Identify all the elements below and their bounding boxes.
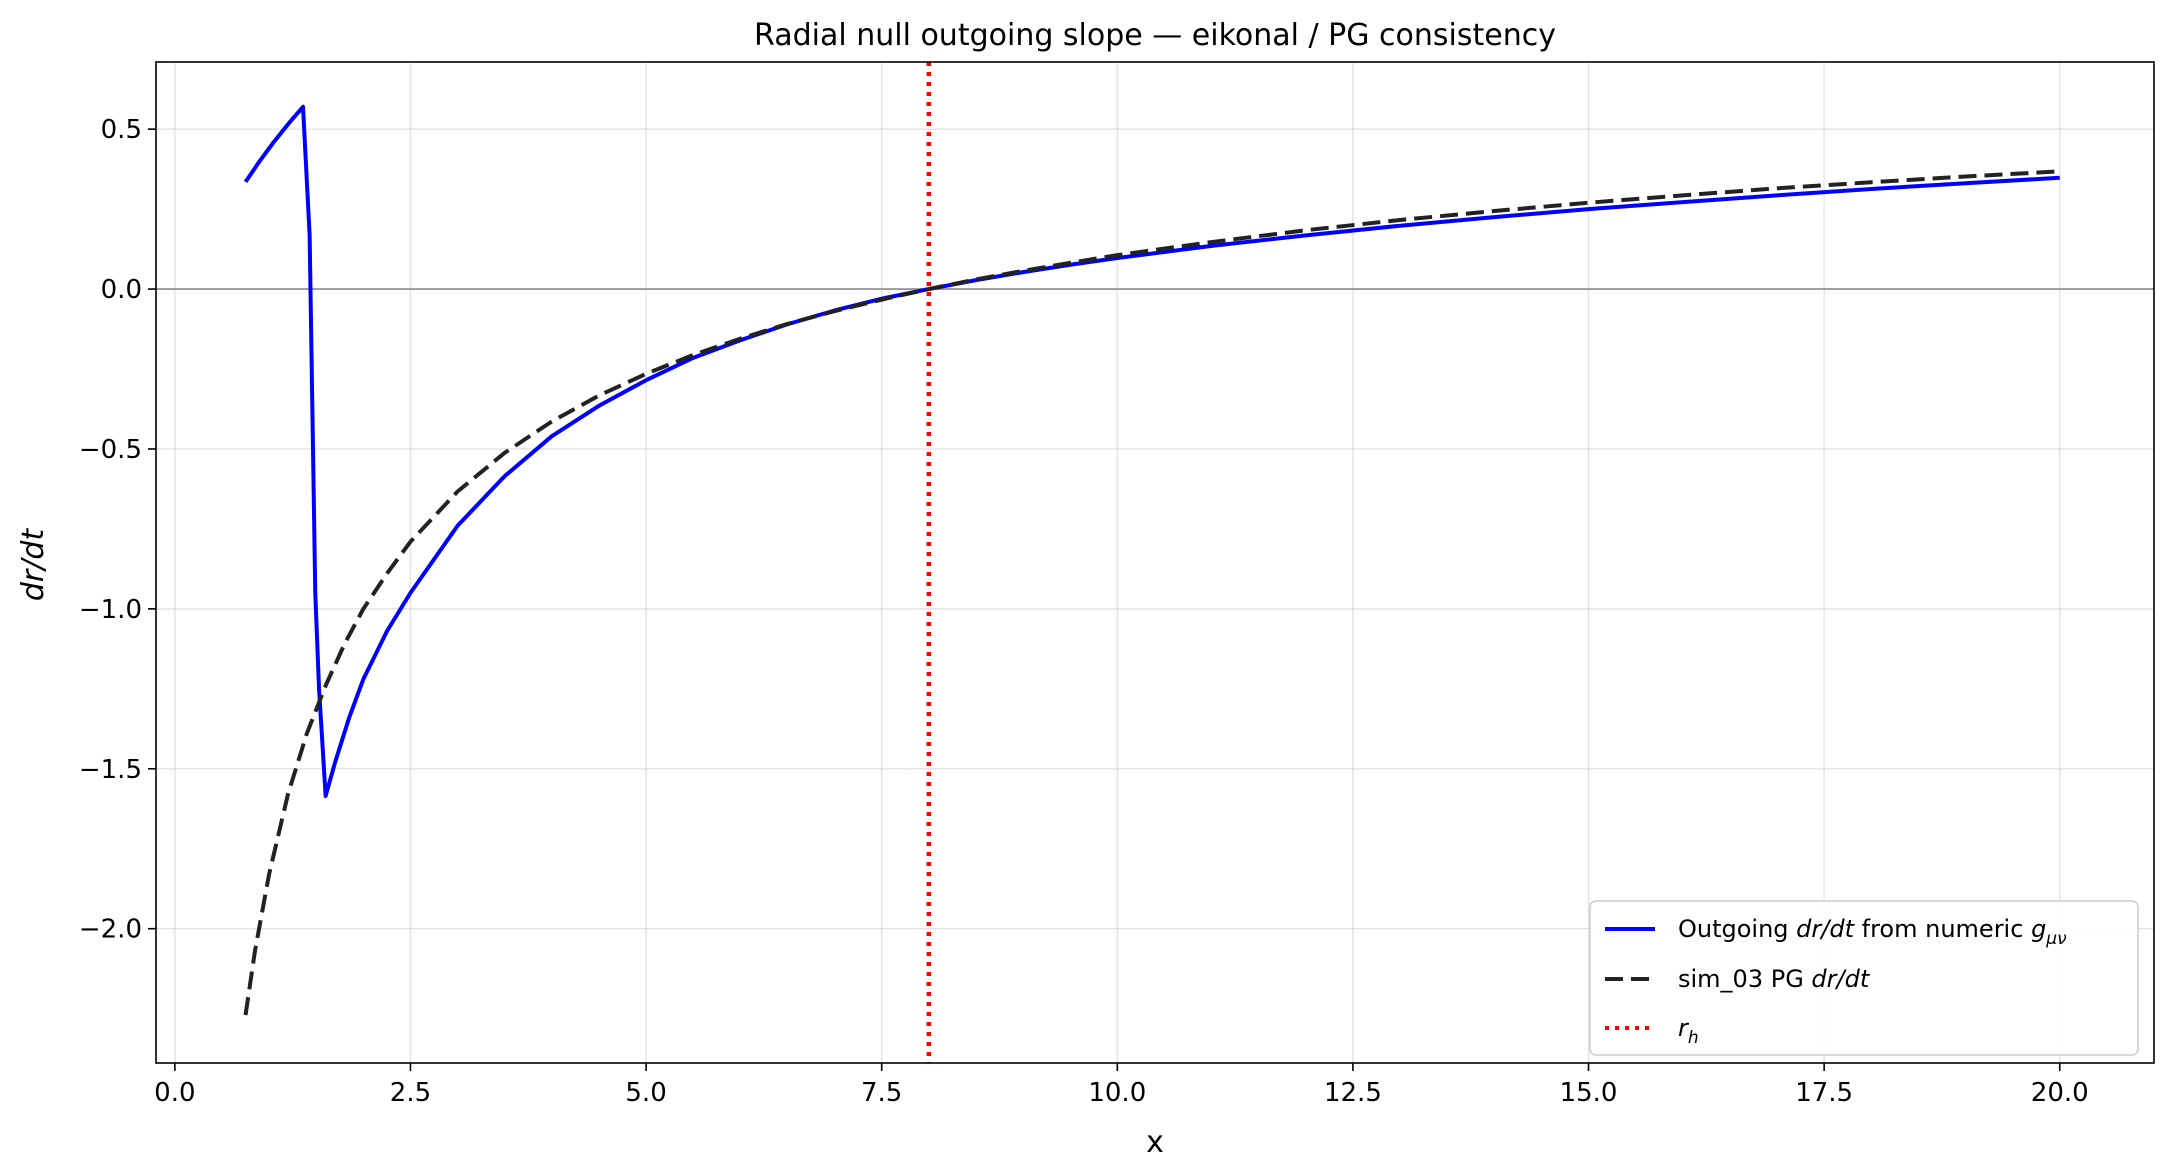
y-axis-title: dr/dt xyxy=(16,528,51,602)
y-tick-label: 0.5 xyxy=(101,115,142,145)
axes-frame xyxy=(155,61,2155,1064)
x-tick-label: 0.0 xyxy=(154,1078,195,1108)
y-tick-label: −0.5 xyxy=(79,435,142,465)
x-tick-label: 20.0 xyxy=(2031,1078,2089,1108)
y-axis-ticks: 0.5 0.0 −0.5 −1.0 −1.5 −2.0 xyxy=(79,115,156,945)
x-tick-label: 15.0 xyxy=(1560,1078,1618,1108)
legend-entries: Outgoing dr/dt from numeric gμν sim_03 PG… xyxy=(1605,915,2067,1048)
legend-box xyxy=(1589,900,2139,1056)
legend-label: rh xyxy=(1678,1014,1699,1048)
series-line-numeric xyxy=(243,104,2060,798)
x-tick-label: 17.5 xyxy=(1795,1078,1853,1108)
legend: Outgoing dr/dt from numeric gμν sim_03 PG… xyxy=(1589,900,2139,1056)
x-axis-title: x xyxy=(1146,1125,1164,1160)
x-tick-label: 7.5 xyxy=(861,1078,902,1108)
legend-label: Outgoing dr/dt from numeric gμν xyxy=(1678,915,2067,949)
y-tick-label: −1.0 xyxy=(79,595,142,625)
chart-title: Radial null outgoing slope — eikonal / P… xyxy=(754,18,1556,53)
y-tick-label: −2.0 xyxy=(79,915,142,945)
x-tick-label: 5.0 xyxy=(625,1078,666,1108)
legend-label: sim_03 PG dr/dt xyxy=(1678,965,1871,993)
y-tick-label: −1.5 xyxy=(79,755,142,785)
x-axis-ticks: 0.0 2.5 5.0 7.5 10.0 12.5 15.0 17.5 20.0 xyxy=(154,1063,2089,1108)
x-tick-label: 10.0 xyxy=(1088,1078,1146,1108)
x-tick-label: 2.5 xyxy=(390,1078,431,1108)
y-tick-label: 0.0 xyxy=(101,275,142,305)
x-tick-label: 12.5 xyxy=(1324,1078,1382,1108)
series-lines xyxy=(243,62,2060,1063)
series-line-pg xyxy=(243,169,2060,1016)
